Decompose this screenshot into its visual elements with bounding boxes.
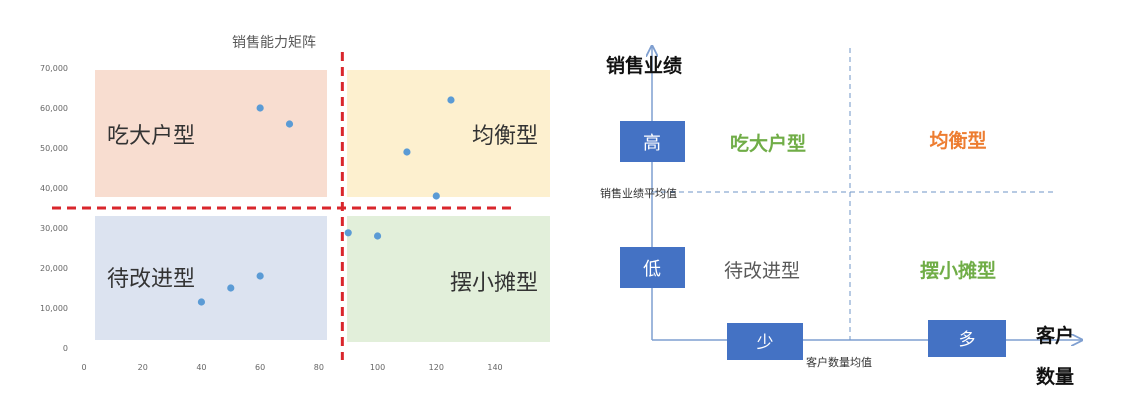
y-axis-ticks: 0 10,000 20,000 30,000 40,000 50,000 60,000 70,… [40,64,68,353]
y-tick-label: 70,000 [40,64,68,73]
data-point [373,232,382,240]
quadrant-top-right-bg [347,70,550,197]
data-point [403,148,411,156]
high-box [620,121,685,162]
data-point [256,104,264,112]
data-point [344,229,352,237]
y-tick-label: 30,000 [40,224,68,233]
many-box [928,320,1006,357]
quadrant-diagram: 销售业绩 客户 数量 高 低 少 多 销售业绩平均值 客户数量均值 吃大户型 均… [600,46,1082,388]
y-tick-label: 20,000 [40,264,68,273]
x-tick-label: 140 [487,363,502,372]
diagram-quadrant-bottom-right: 摆小摊型 [920,259,996,282]
data-point [197,298,206,306]
sales-mean-label: 销售业绩平均值 [600,186,677,200]
low-label: 低 [643,259,661,280]
y-tick-label: 10,000 [40,304,68,313]
x-axis-title-line1: 客户 [1036,324,1074,347]
x-tick-label: 20 [138,363,148,372]
quadrant-top-left-bg [95,70,327,197]
customer-mean-label: 客户数量均值 [806,355,872,369]
data-points [197,96,455,306]
x-tick-label: 40 [196,363,206,372]
x-axis-title-line2: 数量 [1036,365,1074,388]
quadrant-label-top-left: 吃大户型 [107,124,195,149]
x-tick-label: 80 [314,363,324,372]
x-tick-label: 100 [370,363,385,372]
y-tick-label: 0 [63,344,68,353]
y-tick-label: 50,000 [40,144,68,153]
quadrant-label-bottom-left: 待改进型 [107,267,195,292]
data-point [227,284,235,292]
x-tick-label: 120 [429,363,444,372]
diagram-quadrant-top-right: 均衡型 [929,129,986,152]
quadrant-bottom-left-bg [95,216,327,340]
y-axis-title: 销售业绩 [606,54,682,77]
x-axis-ticks: 0 20 40 60 80 100 120 140 [81,363,502,372]
quadrant-label-top-right: 均衡型 [472,124,538,149]
diagram-quadrant-bottom-left: 待改进型 [724,260,800,282]
low-box [620,247,685,288]
few-label: 少 [757,333,774,353]
x-tick-label: 0 [81,363,86,372]
y-tick-label: 40,000 [40,184,68,193]
high-label: 高 [643,133,661,154]
chart-title: 销售能力矩阵 [232,35,316,51]
data-point [432,192,440,200]
quadrant-label-bottom-right: 摆小摊型 [450,271,538,296]
data-point [285,120,294,128]
scatter-chart: 销售能力矩阵 0 10,000 20,000 30,000 40,000 50,000 60… [40,35,550,372]
x-tick-label: 60 [255,363,265,372]
data-point [256,272,264,280]
data-point [447,96,455,104]
few-box [727,323,803,360]
y-tick-label: 60,000 [40,104,68,113]
diagram-quadrant-top-left: 吃大户型 [730,132,806,155]
many-label: 多 [959,330,976,350]
